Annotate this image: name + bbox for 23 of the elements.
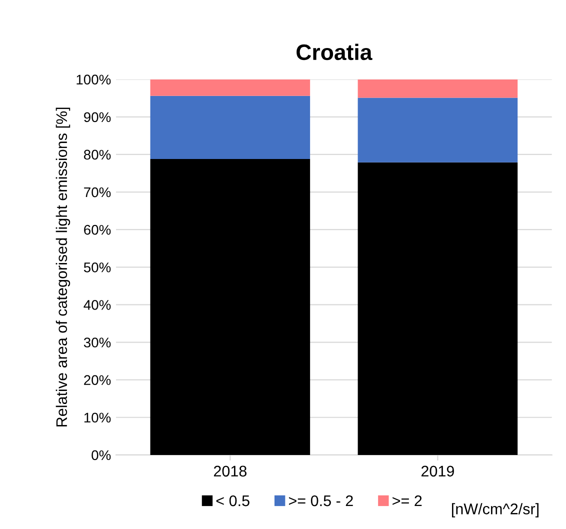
y-tick-label: 50% [84, 262, 111, 272]
y-tick-label: 20% [84, 375, 111, 385]
y-tick-label: 100% [76, 74, 111, 85]
y-tick-label: 10% [84, 412, 111, 423]
bar [150, 79, 310, 96]
legend-label: < 0.5 [216, 495, 250, 506]
y-tick-label: 70% [84, 187, 111, 198]
chart-title: Croatia [296, 44, 372, 60]
legend-label: >= 2 [392, 495, 422, 506]
bar [358, 79, 518, 98]
x-tick-label: 2018 [214, 466, 247, 477]
y-tick-label: 30% [84, 338, 111, 348]
y-tick-label: 60% [84, 224, 111, 235]
x-tick-label: 2019 [421, 466, 454, 477]
y-tick-label: 80% [84, 150, 111, 160]
y-tick-label: 90% [84, 112, 111, 122]
y-tick-label: 40% [84, 300, 111, 310]
bar [150, 96, 310, 159]
legend-label: >= 0.5 - 2 [288, 495, 353, 506]
bar [358, 98, 518, 162]
y-axis-title: Relative area of categorised light emissions [%] [56, 108, 70, 426]
text: [nW/cm^2/sr] [452, 503, 538, 518]
y-tick-label: 0% [92, 450, 111, 460]
